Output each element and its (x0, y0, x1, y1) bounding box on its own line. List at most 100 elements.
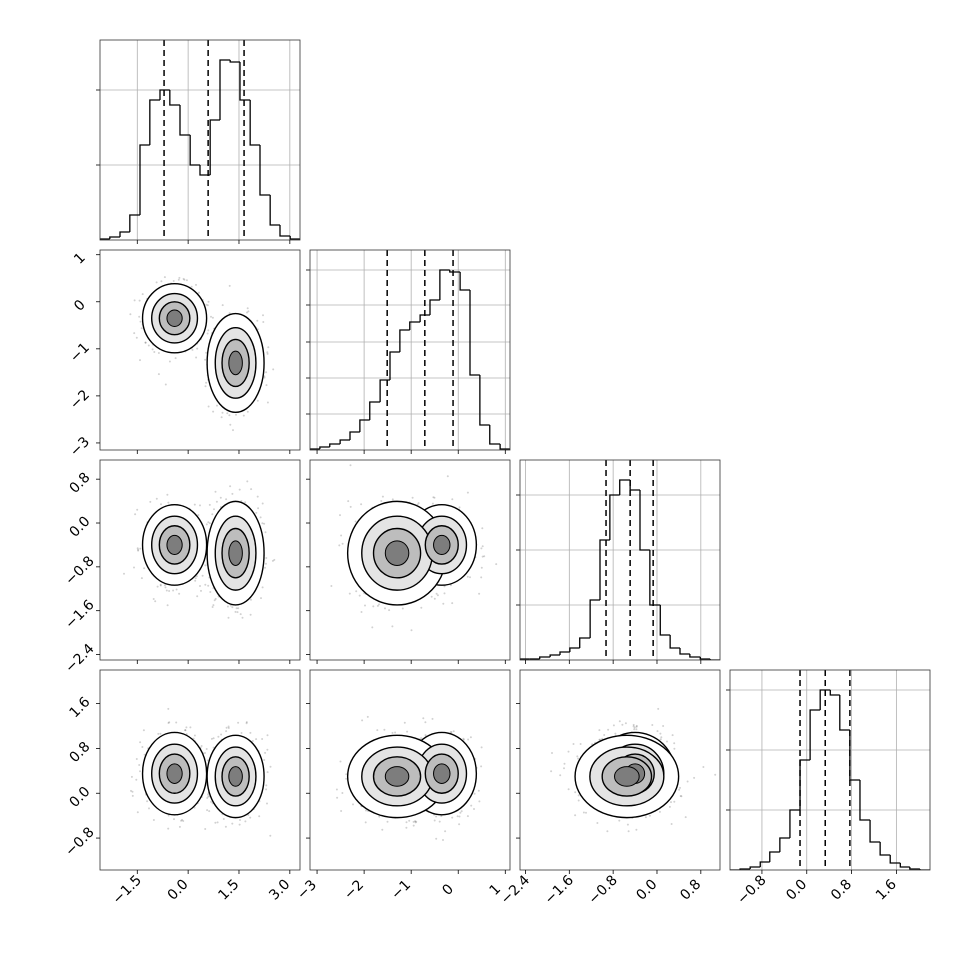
histogram-bin (479, 375, 490, 426)
scatter-point (246, 410, 249, 413)
scatter-point (155, 281, 158, 284)
scatter-point (138, 764, 141, 766)
scatter-point (376, 729, 379, 732)
histogram-bin (699, 657, 711, 660)
scatter-point (255, 511, 258, 514)
scatter-point (217, 735, 220, 738)
scatter-point (228, 312, 231, 315)
scatter-point (231, 822, 234, 825)
scatter-point (424, 721, 427, 724)
scatter-point (420, 606, 423, 609)
scatter-point (262, 314, 264, 317)
histogram-bin (229, 60, 240, 63)
scatter-point (157, 373, 160, 376)
scatter-point (410, 629, 413, 632)
scatter-point (381, 495, 384, 498)
y-tick-label: 0 (71, 297, 89, 315)
scatter-point (481, 527, 484, 530)
scatter-point (229, 423, 232, 426)
scatter-point (167, 827, 170, 830)
scatter-point (130, 789, 132, 792)
density-contour (433, 763, 451, 784)
histogram-bin (429, 299, 440, 315)
scatter-point (204, 828, 207, 830)
scatter-point (135, 336, 138, 339)
histogram-bin (569, 647, 580, 652)
scatter-point (139, 359, 141, 362)
scatter-point (137, 548, 140, 551)
scatter-point (352, 803, 354, 806)
scatter-point (360, 503, 363, 506)
scatter-point (438, 820, 441, 823)
scatter-point (159, 584, 162, 587)
scatter-point (227, 725, 230, 728)
panel (330, 464, 498, 632)
scatter-point (178, 825, 181, 828)
scatter-point (141, 293, 144, 296)
scatter-point (256, 495, 259, 498)
histogram-bin (599, 539, 610, 600)
scatter-point (207, 521, 210, 524)
histogram-bin (249, 100, 260, 146)
scatter-point (250, 488, 253, 491)
scatter-point (265, 788, 268, 791)
scatter-point (207, 300, 210, 303)
scatter-point (477, 789, 480, 792)
scatter-point (148, 807, 150, 810)
scatter-point (266, 352, 269, 355)
histogram-bin (189, 135, 200, 166)
scatter-point (443, 585, 446, 588)
scatter-point (458, 815, 461, 818)
scatter-point (178, 276, 181, 279)
scatter-point (380, 500, 383, 502)
panel (100, 40, 300, 240)
scatter-point (216, 404, 218, 407)
scatter-point (193, 734, 196, 737)
scatter-point (240, 732, 243, 734)
scatter-point (456, 815, 459, 818)
scatter-point (266, 351, 269, 354)
scatter-point (155, 497, 158, 500)
scatter-point (220, 733, 223, 736)
scatter-point (340, 810, 343, 812)
scatter-point (214, 597, 217, 600)
density-contour (228, 540, 243, 566)
scatter-point (264, 751, 267, 754)
scatter-point (381, 828, 384, 831)
scatter-point (355, 590, 358, 593)
histogram-bin (579, 637, 591, 648)
scatter-point (160, 503, 162, 506)
density-contour (384, 766, 410, 787)
histogram-bin (639, 490, 650, 551)
scatter-point (263, 376, 266, 379)
scatter-point (249, 613, 252, 616)
scatter-point (469, 576, 471, 579)
scatter-point (433, 496, 436, 499)
scatter-point (138, 315, 141, 318)
scatter-point (135, 778, 138, 781)
scatter-point (208, 503, 211, 506)
panel-frame (519, 459, 721, 661)
scatter-point (175, 721, 178, 724)
scatter-point (195, 283, 197, 286)
x-tick-label: −1.5 (110, 872, 145, 907)
scatter-point (264, 566, 266, 569)
scatter-point (183, 278, 186, 281)
scatter-point (466, 491, 469, 494)
scatter-point (235, 413, 237, 416)
scatter-point (205, 381, 208, 384)
panel (520, 460, 720, 660)
scatter-point (408, 819, 411, 822)
scatter-point (671, 734, 674, 737)
scatter-point (480, 765, 483, 768)
scatter-point (372, 605, 375, 608)
histogram-bin (629, 480, 640, 491)
scatter-point (199, 504, 201, 507)
panel-frame (309, 459, 511, 661)
scatter-point (143, 567, 146, 570)
histogram-bin (139, 144, 150, 215)
scatter-point (139, 741, 142, 744)
histogram-bin (589, 599, 600, 638)
scatter-point (144, 341, 147, 344)
